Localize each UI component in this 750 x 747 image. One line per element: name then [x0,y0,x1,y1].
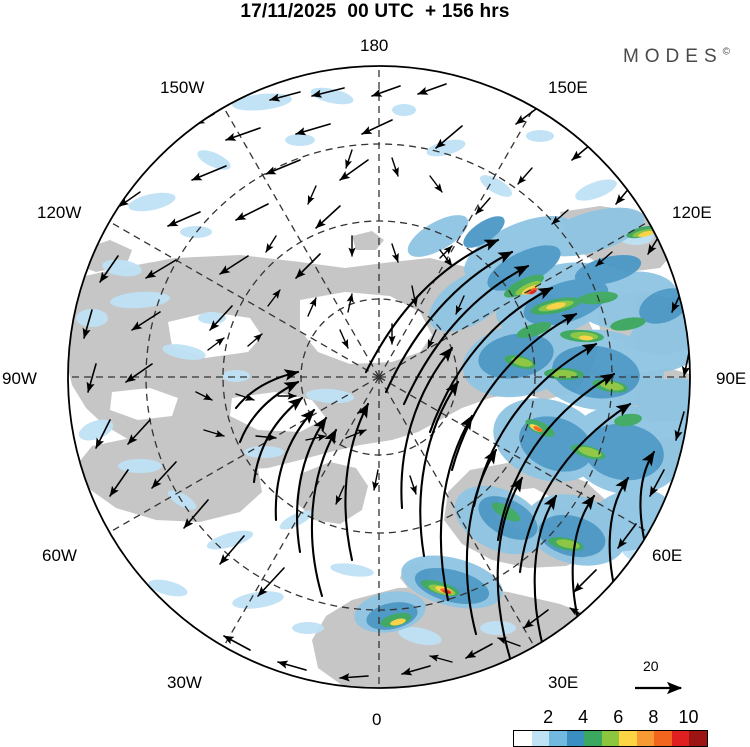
lon-label-120e: 120E [672,203,712,222]
colorbar-swatch-9 [671,731,690,746]
meridian-30w [223,376,380,647]
lon-label-30e: 30E [548,673,579,692]
meridian-60e [378,376,649,533]
lon-label-90e: 90E [716,369,747,388]
colorbar-swatch-2 [549,731,567,746]
copyright-icon: © [722,46,730,58]
lon-label-90w: 90W [2,369,37,388]
colorbar-swatch-4 [584,731,602,746]
colorbar-tick-10: 10 [678,707,699,727]
lon-label-30w: 30W [167,673,202,692]
colorbar-tick-6: 6 [613,707,624,727]
colorbar-tick-2: 2 [543,707,554,727]
colorbar[interactable] [513,730,708,747]
colorbar-swatch-0 [514,731,532,746]
globe-outline [67,65,691,689]
colorbar-swatch-6 [619,731,637,746]
right-arrow-icon [635,681,683,695]
meridian-150e [378,107,535,378]
meridian-150w [223,107,380,378]
meridian-30e [378,376,535,647]
wind-arrow-medium [82,83,690,682]
colorbar-swatch-8 [654,731,672,746]
lon-label-150e: 150E [548,78,588,97]
page-title: 17/11/2025 00 UTC + 156 hrs [240,1,510,22]
meridian-120w [109,221,380,378]
meridian-60w [109,376,380,533]
lon-label-60w: 60W [42,546,77,565]
lon-label-60e: 60E [652,546,683,565]
modes-logo: MODES© [623,46,730,68]
colorbar-tick-8: 8 [648,707,659,727]
colorbar-tick-4: 4 [578,707,589,727]
lon-label-180: 180 [360,36,389,55]
colorbar-swatch-1 [531,731,550,746]
modes-logo-text: MODES [622,46,723,67]
lon-label-120w: 120W [37,203,82,222]
colorbar-tick-labels: 2 4 6 8 10 [513,707,706,729]
wind-vector-scale-key: 20 [633,658,723,700]
colorbar-swatch-5 [601,731,620,746]
lon-label-150w: 150W [160,78,205,97]
colorbar-swatch-10 [689,731,708,746]
lon-label-0: 0 [372,710,382,729]
wind-vector-scale-label: 20 [643,658,659,674]
colorbar-swatch-3 [566,731,585,746]
meridian-120e [378,221,649,378]
colorbar-swatch-7 [636,731,655,746]
